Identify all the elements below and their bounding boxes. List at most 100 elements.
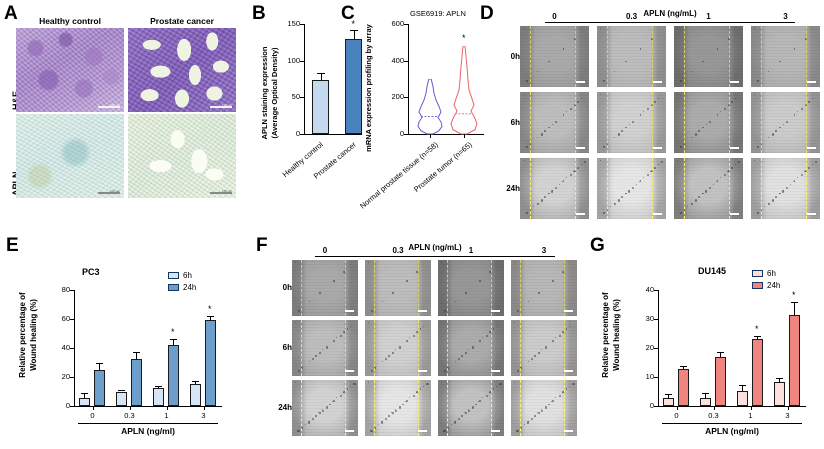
panel-e-x-tick-2: [166, 406, 168, 410]
panel-d-cell-1-2: [674, 92, 743, 153]
panel-g-y-ticklabel: 10: [645, 372, 654, 381]
panel-c-y-ticklabel: 400: [391, 55, 404, 65]
panel-e-x-rule: [78, 423, 218, 425]
panel-e-bar-0-6h[interactable]: [78, 398, 90, 406]
panel-g-bar-3-24h[interactable]: [788, 314, 800, 406]
panel-g-x-tick-1: [713, 406, 715, 410]
panel-g-bar-0.3-24h[interactable]: [714, 356, 726, 406]
panel-g-x-ticklabel-2: 1: [748, 411, 753, 420]
panel-c-x-tick-0: [430, 134, 431, 138]
panel-g-errorcap-0.3-6h: [701, 392, 709, 394]
panel-e-y-tick: [70, 319, 74, 320]
panel-g-legend-swatch-24h[interactable]: [752, 282, 763, 289]
panel-g-bar-1-6h[interactable]: [736, 391, 748, 406]
panel-g-bar-3-6h[interactable]: [773, 381, 785, 406]
panel-b-y-tick: [300, 134, 304, 135]
panel-f-cell-1-0: [292, 320, 358, 376]
panel-g-y-ticklabel: 20: [645, 343, 654, 352]
panel-g-x-tick-2: [750, 406, 752, 410]
panel-c-x-axis: [408, 134, 484, 136]
panel-d-wound-edge-right-0-3: [806, 26, 808, 87]
panel-f-time-label-0: 0h: [282, 283, 292, 292]
panel-d-image-grid: 0 0.3 1 3 0h 6h 24h: [506, 12, 820, 221]
panel-g-legend-label-24h: 24h: [767, 281, 781, 290]
panel-f-header: APLN (ng/mL): [408, 243, 462, 252]
panel-a-col-header-cancer: Prostate cancer: [150, 16, 214, 26]
panel-c-y-tick: [404, 97, 408, 99]
panel-e-errorcap-0-6h: [80, 392, 88, 394]
panel-c-y-tick: [404, 24, 408, 25]
panel-c-significance-1: *: [462, 33, 466, 43]
panel-g-significance-3: *: [792, 289, 796, 300]
panel-g-y-tick: [654, 319, 658, 320]
panel-g-legend-swatch-6h[interactable]: [752, 270, 763, 277]
panel-g-bar-1-24h[interactable]: [751, 339, 763, 406]
panel-f-dose-header-3: 3: [541, 246, 547, 255]
panel-g-errorbar-1-6h: [742, 384, 743, 392]
panel-c-violin-1: [450, 46, 478, 135]
panel-g-bar-0.3-6h[interactable]: [699, 397, 711, 406]
panel-g-x-axis: [658, 406, 806, 408]
panel-e-x-ticklabel-3: 3: [201, 411, 206, 420]
panel-a-col-header-healthy: Healthy control: [39, 16, 101, 26]
panel-g-errorcap-0.3-24h: [716, 352, 724, 354]
panel-d-cell-1-3: [751, 92, 820, 153]
panel-f-wound-edge-left-0-2: [447, 260, 449, 316]
panel-b-bar-1[interactable]: [345, 38, 362, 134]
panel-e-errorcap-0.3-6h: [117, 390, 125, 392]
panel-g-x-rule: [662, 423, 802, 425]
panel-e-bar-3-24h[interactable]: [204, 320, 216, 406]
panel-d-header: APLN (ng/mL): [643, 9, 697, 18]
panel-g-x-ticklabel-0: 0: [674, 411, 679, 420]
panel-d-wound-edge-left-1-0: [529, 92, 531, 153]
panel-f-scalebar-1-2: [491, 370, 500, 372]
panel-f-scalebar-1-1: [418, 370, 427, 372]
panel-f-dose-header-0: 0: [322, 246, 328, 255]
panel-g-x-tick-3: [787, 406, 789, 410]
panel-e-errorcap-0-24h: [95, 362, 103, 364]
panel-e-legend-swatch-24h[interactable]: [168, 284, 179, 291]
panel-d-cell-2-2: [674, 158, 743, 219]
panel-d-letter: D: [480, 3, 494, 24]
panel-e-errorbar-1-6h: [158, 385, 159, 388]
panel-b-chart: 0 50 100 150 Healthy control * Prostate cancer: [276, 18, 362, 218]
panel-e-y-ticklabel: 20: [61, 372, 70, 381]
panel-g-errorcap-3-6h: [775, 378, 783, 380]
panel-f-wound-edge-left-1-3: [520, 320, 522, 376]
panel-e-ylabel-line1: Relative percentage of: [18, 292, 27, 378]
panel-c-letter: C: [341, 3, 355, 24]
panel-e-legend-swatch-6h[interactable]: [168, 272, 179, 279]
panel-g-bar-0-24h[interactable]: [677, 369, 689, 406]
panel-e-bar-0-24h[interactable]: [93, 370, 105, 406]
panel-g-bar-0-6h[interactable]: [662, 398, 674, 406]
panel-d-wound-edge-left-2-0: [529, 158, 531, 219]
panel-f-cell-1-3: [511, 320, 577, 376]
panel-c-x-tick-1: [464, 134, 465, 138]
panel-d-wound-edge-right-2-0: [575, 158, 577, 219]
panel-e-bar-1-6h[interactable]: [152, 387, 164, 406]
panel-e-bar-0.3-24h[interactable]: [130, 358, 142, 406]
panel-d-scalebar-0-1: [653, 81, 662, 83]
panel-e-errorcap-1-6h: [154, 385, 162, 387]
panel-b-bar-0[interactable]: [312, 80, 329, 134]
panel-e-y-ticklabel: 0: [65, 401, 70, 410]
panel-g-x-tick-0: [676, 406, 678, 410]
panel-d-wound-edge-left-0-2: [683, 26, 685, 87]
panel-f-wound-edge-left-1-0: [301, 320, 303, 376]
panel-e-bar-1-24h[interactable]: [167, 344, 179, 406]
panel-d-wound-edge-right-1-3: [806, 92, 808, 153]
panel-a-letter: A: [4, 3, 18, 24]
panel-d-cell-0-3: [751, 26, 820, 87]
panel-d-scalebar-2-1: [653, 213, 662, 215]
panel-g-ylabel-line1: Relative percentage of: [601, 292, 610, 378]
panel-e-bar-0.3-6h[interactable]: [115, 391, 127, 406]
panel-g-errorbar-0.3-6h: [705, 392, 706, 398]
panel-e-bar-3-6h[interactable]: [189, 383, 201, 406]
panel-e-y-tick: [70, 377, 74, 378]
panel-f-wound-edge-left-2-1: [374, 380, 376, 436]
panel-g-y-tick: [654, 406, 658, 407]
panel-f-cell-0-0: [292, 260, 358, 316]
panel-e-y-ticklabel: 80: [61, 285, 70, 294]
panel-f-wound-edge-left-2-0: [301, 380, 303, 436]
panel-c-y-ticklabel: 0: [399, 129, 404, 138]
